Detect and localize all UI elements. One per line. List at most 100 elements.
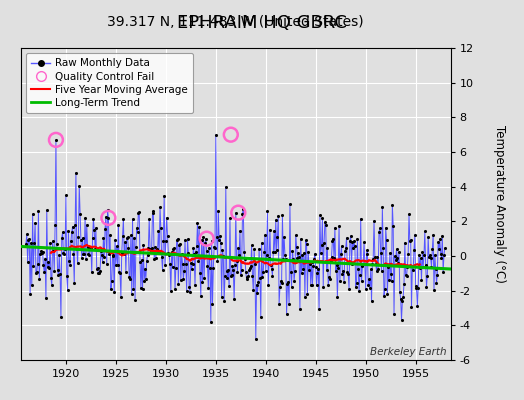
Point <box>65 258 73 264</box>
Point <box>238 211 247 218</box>
Point <box>127 290 136 297</box>
Point <box>338 271 346 277</box>
Point <box>35 275 43 282</box>
Point <box>234 210 243 216</box>
Point <box>302 240 311 247</box>
Point <box>80 250 89 257</box>
Point <box>281 256 290 262</box>
Point <box>268 272 277 279</box>
Point <box>389 222 397 229</box>
Point <box>92 225 100 231</box>
Point <box>201 240 209 246</box>
Point <box>377 249 385 256</box>
Point <box>76 210 84 217</box>
Point <box>168 264 177 270</box>
Point <box>133 229 141 235</box>
Point <box>258 274 267 280</box>
Point <box>282 310 291 317</box>
Point <box>144 245 152 251</box>
Point <box>204 285 213 291</box>
Point <box>396 289 404 296</box>
Point <box>56 270 64 277</box>
Point <box>148 208 157 215</box>
Point <box>86 244 94 251</box>
Point <box>321 219 329 226</box>
Point <box>412 284 421 291</box>
Point <box>108 252 117 259</box>
Point <box>40 269 48 276</box>
Point <box>132 244 140 250</box>
Point <box>328 237 336 244</box>
Point <box>128 216 137 222</box>
Point <box>210 243 219 250</box>
Point <box>383 291 391 298</box>
Point <box>431 266 440 272</box>
Point <box>123 235 131 241</box>
Point <box>411 232 419 238</box>
Point <box>158 254 166 260</box>
Point <box>370 254 379 260</box>
Point <box>51 222 59 228</box>
Point <box>166 261 174 267</box>
Point <box>380 293 388 299</box>
Point <box>357 278 366 284</box>
Point <box>209 265 217 271</box>
Point <box>125 274 134 280</box>
Point <box>265 255 274 261</box>
Point <box>260 249 268 256</box>
Point <box>109 251 117 258</box>
Point <box>45 265 53 271</box>
Point <box>390 310 398 317</box>
Point <box>370 218 378 224</box>
Point <box>365 276 373 282</box>
Point <box>97 252 106 258</box>
Point <box>352 280 361 286</box>
Point <box>83 244 92 250</box>
Point <box>271 217 280 223</box>
Point <box>107 277 116 284</box>
Point <box>377 268 386 274</box>
Point <box>243 274 252 280</box>
Point <box>130 234 138 241</box>
Point <box>171 286 179 292</box>
Point <box>151 244 159 251</box>
Point <box>314 265 322 272</box>
Point <box>145 216 154 222</box>
Point <box>67 238 75 244</box>
Point <box>403 264 411 270</box>
Point <box>90 227 99 234</box>
Point <box>313 270 322 276</box>
Point <box>308 259 316 265</box>
Point <box>163 233 172 240</box>
Point <box>158 267 167 273</box>
Point <box>287 268 295 275</box>
Point <box>407 237 415 243</box>
Point <box>59 250 68 257</box>
Point <box>93 265 101 272</box>
Point <box>308 281 316 288</box>
Point <box>46 240 54 247</box>
Point <box>100 254 108 260</box>
Point <box>435 236 444 242</box>
Point <box>184 250 192 256</box>
Point <box>246 265 254 271</box>
Point <box>194 258 202 264</box>
Point <box>397 317 406 323</box>
Point <box>395 248 403 255</box>
Point <box>354 266 363 272</box>
Point <box>316 250 325 256</box>
Point <box>261 232 269 239</box>
Point <box>381 224 390 231</box>
Point <box>71 222 79 228</box>
Point <box>186 289 194 295</box>
Point <box>113 262 122 268</box>
Point <box>69 223 77 230</box>
Point <box>55 252 63 258</box>
Point <box>124 245 133 251</box>
Point <box>374 266 383 272</box>
Point <box>315 306 323 312</box>
Point <box>424 234 432 240</box>
Point <box>217 294 226 300</box>
Point <box>250 246 258 253</box>
Point <box>225 283 233 290</box>
